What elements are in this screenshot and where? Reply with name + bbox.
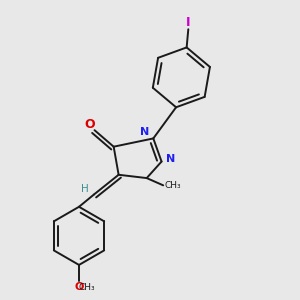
- Text: CH₃: CH₃: [79, 283, 96, 292]
- Text: I: I: [186, 16, 190, 29]
- Text: CH₃: CH₃: [164, 182, 181, 190]
- Text: O: O: [84, 118, 94, 131]
- Text: H: H: [81, 184, 88, 194]
- Text: O: O: [74, 282, 84, 292]
- Text: N: N: [140, 128, 150, 137]
- Text: N: N: [166, 154, 176, 164]
